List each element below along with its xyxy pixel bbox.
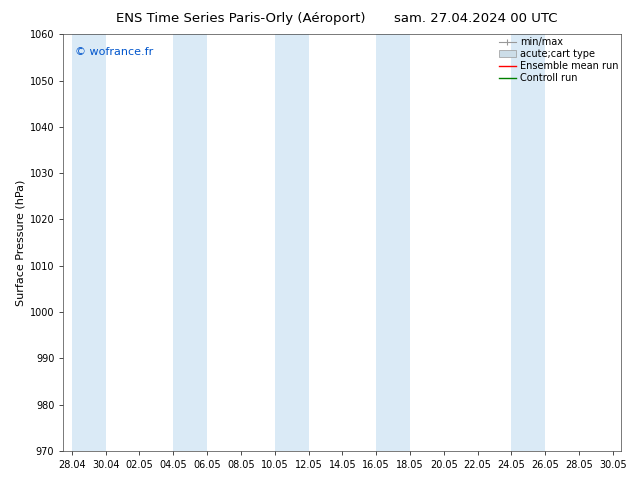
Text: ENS Time Series Paris-Orly (Aéroport): ENS Time Series Paris-Orly (Aéroport) [116,12,366,25]
Legend: min/max, acute;cart type, Ensemble mean run, Controll run: min/max, acute;cart type, Ensemble mean … [498,37,618,83]
Text: sam. 27.04.2024 00 UTC: sam. 27.04.2024 00 UTC [394,12,557,25]
Bar [512,34,545,451]
Bar [72,34,106,451]
Y-axis label: Surface Pressure (hPa): Surface Pressure (hPa) [16,179,25,306]
Bar [275,34,309,451]
Text: © wofrance.fr: © wofrance.fr [75,47,153,57]
Bar [376,34,410,451]
Bar [173,34,207,451]
